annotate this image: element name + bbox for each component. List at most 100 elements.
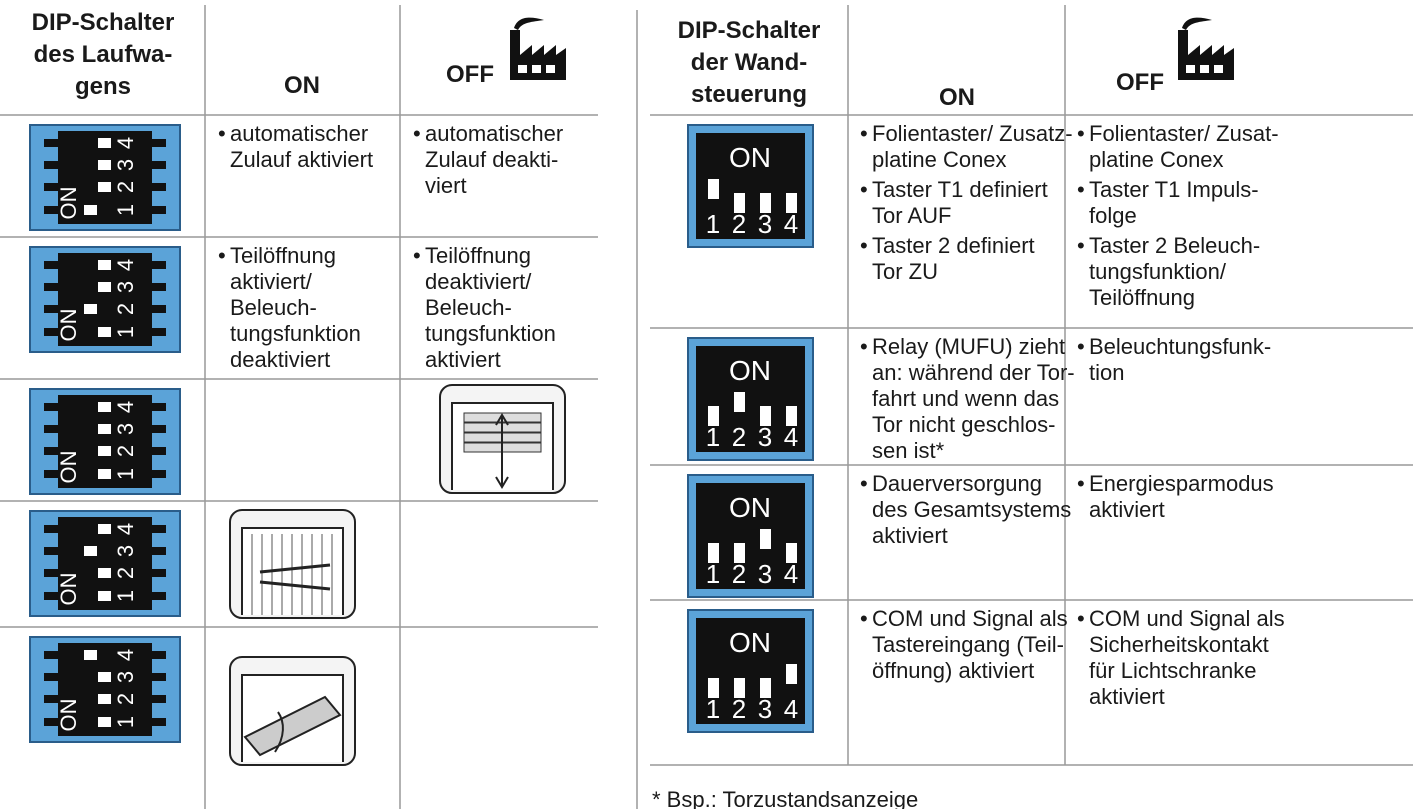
dip-number: 3 bbox=[758, 694, 772, 724]
dip-number: 2 bbox=[732, 559, 746, 589]
cell-text: Dauerversorgung bbox=[872, 471, 1042, 496]
header-off: OFF bbox=[446, 61, 494, 88]
dip-pin bbox=[44, 651, 166, 659]
cell-text: Beleuch- bbox=[230, 295, 317, 320]
dip-on: ON bbox=[56, 187, 81, 220]
cell-text: Zulauf aktiviert bbox=[230, 147, 373, 172]
dip-number: 1 bbox=[113, 468, 138, 480]
cell-text: tungsfunktion bbox=[230, 321, 361, 346]
dip-number: 4 bbox=[113, 259, 138, 271]
dip-pin bbox=[44, 305, 166, 313]
dip-number: 2 bbox=[113, 445, 138, 457]
dip-number: 1 bbox=[113, 590, 138, 602]
header-on: ON bbox=[284, 72, 320, 99]
dip-number: 1 bbox=[113, 326, 138, 338]
dip-switch bbox=[708, 406, 719, 426]
dip-switch bbox=[734, 392, 745, 412]
bullet: • bbox=[1077, 121, 1085, 146]
dip-switch bbox=[98, 446, 111, 456]
dip-on: ON bbox=[729, 492, 771, 523]
arrow bbox=[274, 711, 284, 753]
dip-switch bbox=[98, 424, 111, 434]
header-text: DIP-Schalter bbox=[32, 9, 175, 36]
dip-number: 3 bbox=[113, 545, 138, 557]
factory-window bbox=[1200, 65, 1209, 73]
dip-switch bbox=[84, 205, 97, 215]
dip-number: 1 bbox=[706, 209, 720, 239]
factory-window bbox=[546, 65, 555, 73]
cell-text: Folientaster/ Zusatz- bbox=[872, 121, 1073, 146]
dip-switch bbox=[98, 138, 111, 148]
dip-number: 2 bbox=[113, 693, 138, 705]
cell-text: fahrt und wenn das bbox=[872, 386, 1059, 411]
dip-switch bbox=[760, 193, 771, 213]
dip-number: 4 bbox=[784, 422, 798, 452]
dip-number: 4 bbox=[113, 137, 138, 149]
dip-switch bbox=[98, 402, 111, 412]
dip-switch bbox=[786, 664, 797, 684]
dip-on: ON bbox=[56, 573, 81, 606]
dip-number: 3 bbox=[113, 281, 138, 293]
bullet: • bbox=[1077, 471, 1085, 496]
dip-switch bbox=[760, 678, 771, 698]
bullet: • bbox=[1077, 334, 1085, 359]
dip-switch bbox=[98, 469, 111, 479]
factory-smoke bbox=[514, 17, 544, 30]
dip-pin bbox=[44, 547, 166, 555]
cell-text: automatischer bbox=[230, 121, 368, 146]
cell-text: sen ist* bbox=[872, 438, 945, 463]
cell-text: an: während der Tor- bbox=[872, 360, 1075, 385]
dip-switch bbox=[98, 282, 111, 292]
cell-text: Taster 2 definiert bbox=[872, 233, 1035, 258]
header-text: gens bbox=[75, 73, 131, 100]
cell-text: Teilöffnung bbox=[230, 243, 336, 268]
factory-smoke bbox=[1182, 17, 1212, 30]
factory-window bbox=[518, 65, 527, 73]
cell-text: Taster T1 definiert bbox=[872, 177, 1048, 202]
dip-switch bbox=[84, 304, 97, 314]
cell-text: Zulauf deakti- bbox=[425, 147, 558, 172]
header-off: OFF bbox=[1116, 69, 1164, 96]
dip-body bbox=[696, 483, 805, 589]
dip-number: 1 bbox=[706, 559, 720, 589]
cell-text: aktiviert bbox=[1089, 684, 1165, 709]
cell-text: Teilöffnung bbox=[425, 243, 531, 268]
cell-text: Relay (MUFU) zieht bbox=[872, 334, 1065, 359]
dip-switch bbox=[98, 672, 111, 682]
dip-number: 3 bbox=[758, 209, 772, 239]
header-on: ON bbox=[939, 84, 975, 111]
cell-text: COM und Signal als bbox=[1089, 606, 1285, 631]
dip-number: 1 bbox=[706, 422, 720, 452]
dip-switch bbox=[786, 543, 797, 563]
dip-switch bbox=[98, 717, 111, 727]
dip-number: 2 bbox=[113, 567, 138, 579]
dip-switch bbox=[786, 193, 797, 213]
cell-text: Tastereingang (Teil- bbox=[872, 632, 1064, 657]
cell-text: tion bbox=[1089, 360, 1124, 385]
dip-number: 3 bbox=[113, 159, 138, 171]
dip-number: 4 bbox=[113, 523, 138, 535]
dip-switch bbox=[98, 524, 111, 534]
dip-switch bbox=[786, 406, 797, 426]
dip-switch bbox=[98, 327, 111, 337]
dip-switch bbox=[98, 568, 111, 578]
header-text: DIP-Schalter bbox=[678, 17, 821, 44]
cell-text: Taster 2 Beleuch- bbox=[1089, 233, 1260, 258]
cell-text: Tor nicht geschlos- bbox=[872, 412, 1055, 437]
factory-window bbox=[532, 65, 541, 73]
cell-text: aktiviert bbox=[872, 523, 948, 548]
footnote: * Bsp.: Torzustandsanzeige bbox=[652, 787, 918, 809]
dip-number: 1 bbox=[113, 716, 138, 728]
header-text: des Laufwa- bbox=[34, 41, 173, 68]
dip-switch bbox=[84, 650, 97, 660]
dip-pin bbox=[44, 206, 166, 214]
dip-number: 4 bbox=[113, 649, 138, 661]
cell-text: tungsfunktion/ bbox=[1089, 259, 1227, 284]
bullet: • bbox=[860, 471, 868, 496]
bullet: • bbox=[1077, 606, 1085, 631]
bullet: • bbox=[413, 243, 421, 268]
cell-text: öffnung) aktiviert bbox=[872, 658, 1034, 683]
dip-switch bbox=[734, 193, 745, 213]
arrow bbox=[495, 413, 509, 489]
bullet: • bbox=[218, 243, 226, 268]
